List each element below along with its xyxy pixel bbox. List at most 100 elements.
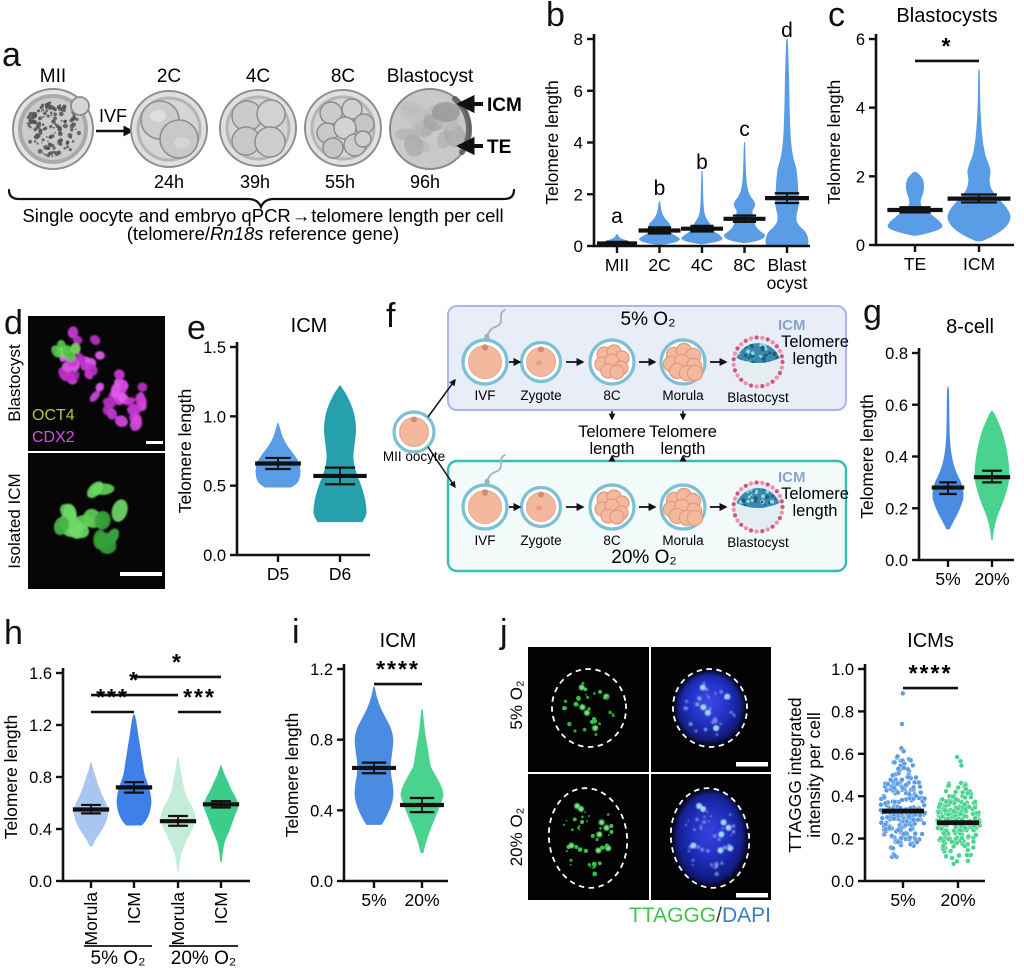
dapi-spot	[711, 866, 714, 869]
telomere-dot	[609, 823, 614, 829]
swarm-dot	[959, 835, 965, 841]
te-dot	[735, 346, 740, 351]
group-label: 5% O₂	[91, 948, 146, 969]
te-dot	[735, 491, 740, 496]
speckle	[49, 124, 53, 129]
sig-stars: *	[172, 649, 183, 675]
swarm-dot	[884, 814, 890, 820]
dapi-spot	[700, 806, 707, 812]
caption2-open: (telomere/	[127, 223, 211, 244]
te-dot	[765, 382, 770, 387]
y-tick-label: 0.4	[885, 449, 908, 467]
swarm-dot	[901, 765, 907, 771]
swarm-dot	[939, 814, 946, 820]
swarm-dot	[954, 754, 960, 760]
icm-dot	[774, 498, 777, 501]
sperm-head	[484, 478, 490, 486]
speckle	[38, 128, 42, 132]
brace	[7, 188, 516, 211]
nucleus	[76, 352, 86, 366]
panel-a-caption-line1: Single oocyte and embryo qPCR→telomere l…	[22, 205, 503, 226]
nucleus	[123, 397, 136, 406]
time-39h: 39h	[240, 172, 270, 192]
nucleus	[132, 414, 141, 427]
nucleus	[89, 390, 101, 402]
speckle	[57, 131, 63, 137]
telomere-dot	[583, 687, 588, 692]
swarm-dot	[892, 759, 898, 765]
dapi-spot	[729, 710, 733, 715]
speckle	[46, 101, 51, 107]
swarm-dot	[891, 785, 897, 791]
speckle	[49, 111, 53, 115]
dapi-spot	[719, 690, 723, 694]
speckle	[40, 110, 43, 112]
dapi-spot	[700, 828, 703, 831]
speckle	[62, 125, 64, 127]
telomere-dot	[578, 806, 584, 812]
speckle	[69, 127, 74, 132]
swarm-dot	[937, 801, 943, 807]
dapi-spot	[691, 863, 694, 866]
telomere-dot	[604, 843, 609, 848]
caption1-post: telomere length per cell	[311, 205, 503, 226]
y-tick-label: 6	[574, 82, 583, 101]
polar-body	[481, 344, 489, 351]
condition-label-bottom: 20% O₂	[611, 547, 676, 568]
speckle	[32, 111, 36, 115]
sig-stars: ****	[909, 660, 953, 686]
icm-cap	[736, 343, 780, 363]
nucleus	[71, 523, 90, 539]
speckle	[28, 118, 32, 122]
speckle	[29, 126, 32, 129]
x-cat-label: ICM	[124, 892, 144, 924]
panel-f-diagram: 5% O₂ 20% O₂ MII oocyte IVF Zygote 8C Mo…	[383, 305, 849, 573]
swarm-dot	[889, 833, 895, 839]
telomere-dot	[585, 693, 588, 696]
eight-cell-micrograph	[304, 89, 382, 167]
swarm-dot	[972, 799, 978, 805]
swarm-dot	[943, 788, 949, 794]
te-dot	[774, 489, 779, 494]
speckle	[63, 146, 67, 150]
telomere-dot	[562, 823, 566, 827]
swarm-dot	[882, 821, 889, 828]
telomere-dot	[578, 828, 581, 831]
telomere-dot	[562, 705, 567, 711]
speckle	[57, 141, 62, 145]
dapi-spot	[729, 813, 732, 816]
y-tick-label: 0.2	[831, 831, 854, 849]
te-dot	[779, 510, 784, 515]
icm-dot	[760, 500, 764, 504]
panel-letter-a: a	[2, 36, 21, 74]
speckle	[49, 151, 54, 155]
caption2-close: reference gene)	[264, 223, 400, 244]
j-row-label-20-percent: 20% O₂	[507, 808, 526, 867]
polar-body	[538, 491, 544, 498]
speckle	[50, 114, 53, 117]
y-tick-label: 0.8	[29, 769, 52, 787]
blast-blob	[400, 100, 427, 124]
nucleus	[106, 408, 117, 420]
telomere-dot	[568, 842, 575, 849]
f-bottom-telomere-line1: Telomere	[781, 485, 849, 503]
panel-letter-i: i	[292, 613, 300, 651]
icm-dot	[753, 499, 758, 503]
dapi-spot	[696, 845, 701, 849]
speckle	[44, 105, 47, 108]
speckle	[75, 117, 79, 122]
x-cat-label: Blast	[768, 255, 807, 275]
te-dot	[765, 482, 770, 487]
swarm-dot	[878, 802, 884, 808]
chart-title: ICMs	[907, 630, 954, 652]
x-cat-label: 20%	[404, 890, 439, 910]
y-tick-label: 0.2	[885, 500, 908, 518]
dapi-spot	[684, 823, 688, 827]
y-tick-label: 6	[856, 31, 865, 49]
y-tick-label: 0.0	[29, 873, 52, 891]
sperm-tail	[486, 454, 506, 483]
dapi-nucleus	[674, 791, 746, 885]
pronuclei-mark	[535, 360, 543, 366]
nucleus	[94, 510, 111, 530]
telomere-dot	[569, 858, 573, 862]
